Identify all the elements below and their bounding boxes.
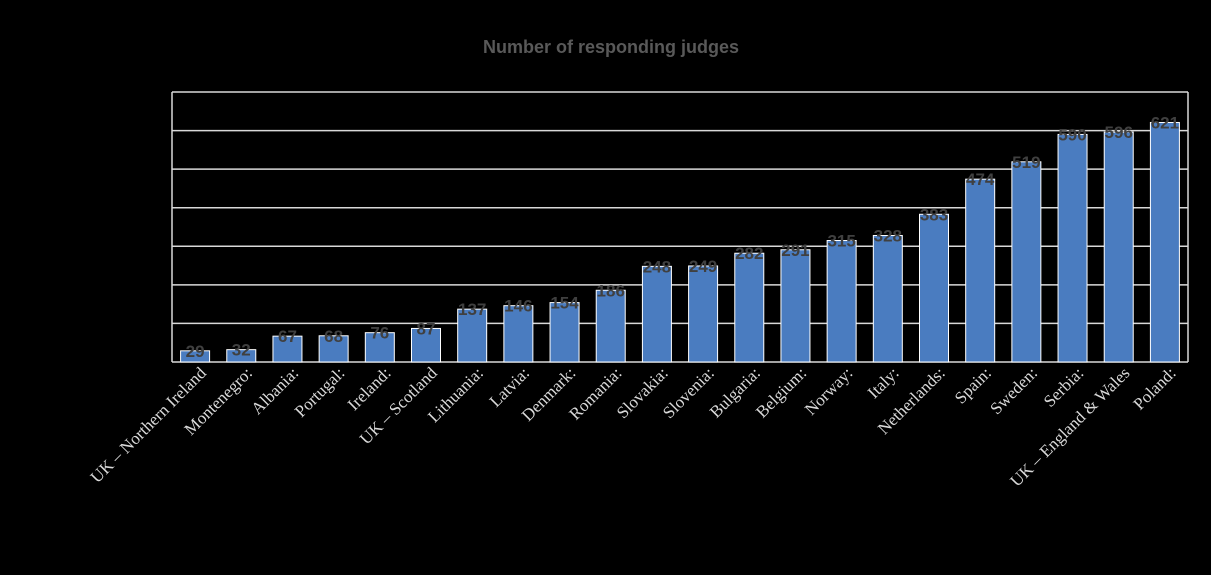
x-tick-label: Bulgaria: <box>706 363 764 421</box>
data-label: 137 <box>458 300 486 319</box>
x-tick-label: Portugal: <box>291 363 349 421</box>
data-labels: 29 32 67 68 76 87 137 146 154 186 248 249 282 291 315 3… <box>186 113 1179 360</box>
data-label: 282 <box>735 244 763 263</box>
bar <box>180 350 211 363</box>
bar <box>595 289 626 363</box>
data-label: 590 <box>1058 125 1086 144</box>
bar <box>364 332 395 363</box>
x-tick-label: Sweden: <box>986 363 1041 418</box>
bars <box>180 121 1180 363</box>
bar <box>826 240 857 363</box>
x-tick-label: Slovenia: <box>659 363 718 422</box>
bar <box>780 249 811 363</box>
x-axis-tick-labels: UK – Northern IrelandMontenegro:Albania:… <box>87 363 1180 490</box>
data-label: 596 <box>1105 123 1133 142</box>
bar <box>734 252 765 363</box>
bar <box>226 349 257 363</box>
data-label: 146 <box>504 297 532 316</box>
bar <box>965 178 996 363</box>
bar <box>641 265 672 363</box>
bar <box>1149 121 1180 363</box>
bar <box>1057 133 1088 363</box>
chart-title: Number of responding judges <box>483 37 739 57</box>
data-label: 248 <box>643 257 671 276</box>
bar <box>318 335 349 363</box>
bar <box>503 305 534 363</box>
x-tick-label: Spain: <box>951 363 995 407</box>
data-label: 87 <box>417 319 436 338</box>
bar <box>549 302 580 363</box>
bar <box>272 335 303 363</box>
bar <box>688 265 719 363</box>
data-label: 68 <box>324 327 343 346</box>
data-label: 32 <box>232 341 251 360</box>
bar <box>1103 131 1134 363</box>
data-label: 328 <box>874 226 902 245</box>
data-label: 29 <box>186 342 205 361</box>
bar <box>872 234 903 363</box>
data-label: 249 <box>689 257 717 276</box>
x-tick-label: Belgium: <box>752 363 810 421</box>
data-label: 186 <box>597 281 625 300</box>
data-label: 154 <box>550 294 579 313</box>
bar <box>411 327 441 363</box>
data-label: 383 <box>920 205 948 224</box>
x-tick-label: Italy: <box>864 363 903 402</box>
data-label: 76 <box>370 324 389 343</box>
data-label: 621 <box>1151 113 1179 132</box>
x-tick-label: Norway: <box>801 363 856 418</box>
data-label: 474 <box>966 170 995 189</box>
data-label: 519 <box>1012 153 1040 172</box>
data-label: 291 <box>781 241 809 260</box>
bar <box>1011 161 1042 363</box>
bar <box>919 213 949 363</box>
bar <box>457 308 488 363</box>
data-label: 67 <box>278 327 297 346</box>
x-tick-label: Poland: <box>1130 363 1180 413</box>
data-label: 315 <box>827 232 855 251</box>
